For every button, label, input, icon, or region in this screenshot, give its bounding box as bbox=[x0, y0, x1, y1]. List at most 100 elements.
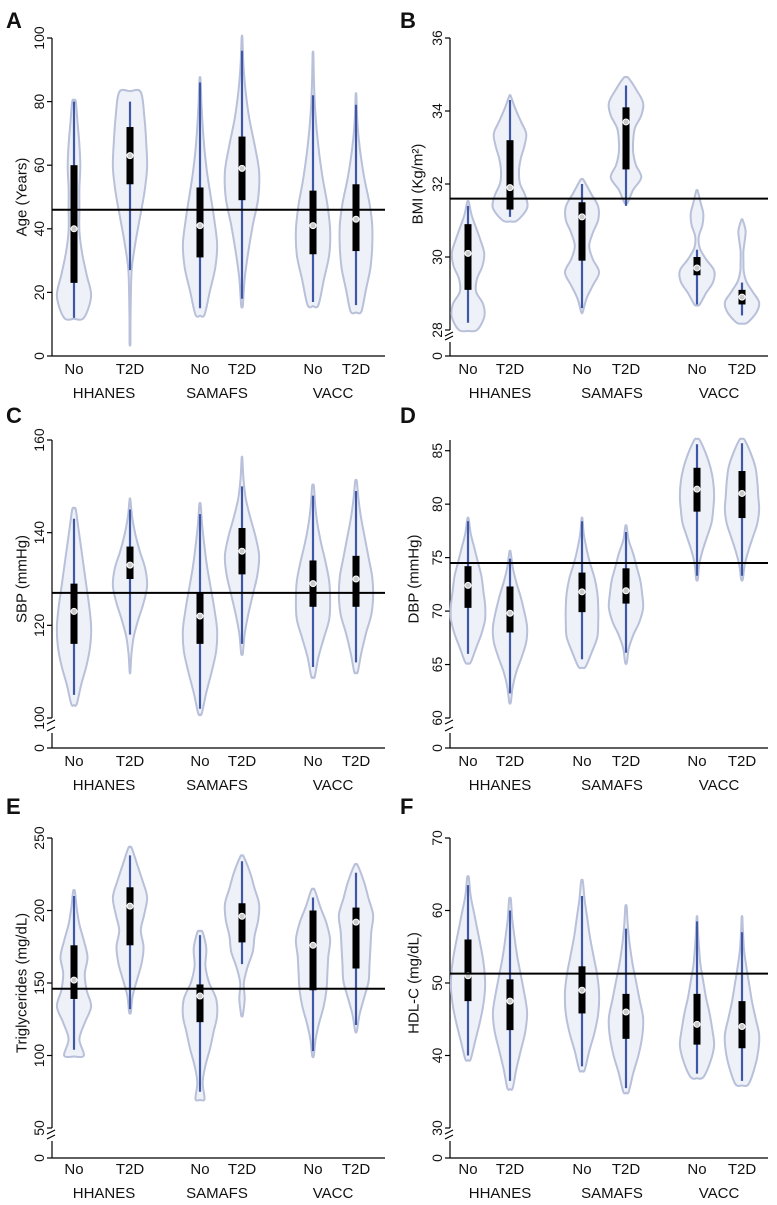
y-tick-label: 20 bbox=[31, 284, 47, 300]
violin-samafs-t2d bbox=[607, 904, 645, 1095]
median-point bbox=[70, 225, 78, 233]
iqr-box bbox=[506, 586, 514, 633]
median-point bbox=[464, 249, 472, 257]
x-group-label: SAMAFS bbox=[581, 1185, 643, 1202]
x-group-label: VACC bbox=[699, 777, 740, 794]
y-tick-label: 140 bbox=[31, 521, 47, 545]
x-group-label: VACC bbox=[313, 1185, 354, 1202]
median-point bbox=[622, 1008, 630, 1016]
x-group-label: HHANES bbox=[469, 385, 532, 402]
iqr-box bbox=[622, 993, 630, 1039]
median-point bbox=[738, 1023, 746, 1030]
iqr-box bbox=[578, 202, 586, 261]
violin-hhanes-t2d bbox=[491, 549, 529, 706]
y-tick-label: 50 bbox=[31, 1120, 47, 1136]
y-tick-label: 80 bbox=[429, 496, 445, 512]
iqr-box bbox=[196, 984, 204, 1023]
y-tick-label: 150 bbox=[31, 971, 47, 995]
y-tick-label: 30 bbox=[429, 1120, 445, 1136]
median-point bbox=[578, 986, 586, 994]
x-category-label: No bbox=[687, 753, 706, 770]
violin-hhanes-t2d bbox=[491, 896, 529, 1091]
panel-letter: B bbox=[400, 8, 416, 33]
y-tick-label: 70 bbox=[429, 603, 445, 619]
x-category-label: T2D bbox=[496, 1161, 525, 1178]
violin-hhanes-t2d bbox=[111, 497, 149, 675]
median-point bbox=[126, 902, 134, 910]
y-tick-label: 0 bbox=[429, 352, 445, 360]
median-point bbox=[693, 264, 701, 272]
violin-vacc-no bbox=[678, 915, 716, 1080]
median-point bbox=[196, 222, 204, 230]
iqr-box bbox=[352, 907, 360, 969]
y-tick-label: 250 bbox=[31, 826, 47, 850]
iqr-box bbox=[126, 887, 134, 946]
median-point bbox=[196, 992, 204, 1000]
panel-d: D DBP (mmHg) 0 60 65 70 75 80 85 No T2D No T2D No T2D H… bbox=[400, 403, 768, 794]
x-category-label: T2D bbox=[728, 1161, 757, 1178]
median-point bbox=[352, 918, 360, 926]
axis-break-mark bbox=[444, 335, 454, 341]
violin-samafs-t2d bbox=[607, 524, 645, 666]
panel-letter: C bbox=[6, 403, 22, 428]
x-category-label: No bbox=[572, 1161, 591, 1178]
median-point bbox=[738, 293, 746, 301]
y-tick-label: 65 bbox=[429, 657, 445, 673]
x-group-label: VACC bbox=[699, 1185, 740, 1202]
x-category-label: No bbox=[190, 361, 209, 378]
median-point bbox=[738, 489, 746, 497]
violin-vacc-no bbox=[294, 50, 332, 309]
x-category-label: No bbox=[572, 753, 591, 770]
x-category-label: T2D bbox=[228, 361, 257, 378]
axis-break-mark bbox=[444, 1129, 454, 1135]
violin-samafs-no bbox=[181, 76, 219, 318]
x-category-label: T2D bbox=[496, 753, 525, 770]
violin-hhanes-t2d bbox=[111, 88, 149, 347]
x-group-label: SAMAFS bbox=[186, 385, 248, 402]
y-tick-label: 30 bbox=[429, 249, 445, 265]
y-axis-label: Age (Years) bbox=[13, 158, 30, 237]
violin-hhanes-no bbox=[55, 506, 93, 707]
x-category-label: No bbox=[687, 361, 706, 378]
median-point bbox=[506, 609, 514, 617]
median-point bbox=[693, 485, 701, 493]
x-category-label: T2D bbox=[612, 361, 641, 378]
iqr-box bbox=[70, 945, 78, 999]
violin-outline bbox=[678, 189, 716, 307]
violin-vacc-t2d bbox=[337, 478, 375, 675]
iqr-box bbox=[506, 979, 514, 1031]
iqr-box bbox=[506, 140, 514, 210]
x-group-label: HHANES bbox=[469, 777, 532, 794]
violin-hhanes-no bbox=[449, 875, 487, 1062]
x-category-label: No bbox=[572, 361, 591, 378]
axis-break-mark bbox=[444, 1134, 454, 1140]
median-point bbox=[238, 547, 246, 555]
y-tick-label: 0 bbox=[429, 744, 445, 752]
violin-hhanes-no bbox=[450, 199, 486, 333]
iqr-box bbox=[622, 107, 630, 170]
violin-samafs-t2d bbox=[223, 854, 261, 1018]
median-point bbox=[70, 607, 78, 615]
median-point bbox=[309, 222, 317, 230]
y-axis-label: HDL-C (mg/dL) bbox=[405, 932, 422, 1034]
x-category-label: No bbox=[687, 1161, 706, 1178]
violin-samafs-no bbox=[563, 878, 601, 1073]
y-axis-label: BMI (Kg/m²) bbox=[409, 144, 426, 225]
x-category-label: T2D bbox=[728, 753, 757, 770]
violin-hhanes-t2d bbox=[111, 845, 149, 1015]
panel-f: F HDL-C (mg/dL) 0 30 40 50 60 70 No T2D No T2D No T2D… bbox=[400, 794, 768, 1202]
y-tick-label: 85 bbox=[429, 443, 445, 459]
x-category-label: T2D bbox=[342, 753, 371, 770]
x-category-label: No bbox=[190, 1161, 209, 1178]
x-category-label: T2D bbox=[228, 753, 257, 770]
axis-break-mark bbox=[444, 719, 454, 725]
y-tick-label: 80 bbox=[31, 94, 47, 110]
y-tick-label: 75 bbox=[429, 550, 445, 566]
x-group-label: VACC bbox=[313, 777, 354, 794]
x-category-label: T2D bbox=[612, 1161, 641, 1178]
violin-samafs-t2d bbox=[607, 75, 645, 206]
y-tick-label: 120 bbox=[31, 613, 47, 637]
y-tick-label: 0 bbox=[31, 1154, 47, 1162]
x-category-label: No bbox=[303, 753, 322, 770]
violin-vacc-t2d bbox=[723, 437, 761, 583]
